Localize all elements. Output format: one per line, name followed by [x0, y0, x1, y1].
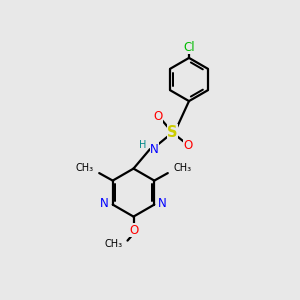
Text: O: O — [129, 224, 138, 237]
Text: Cl: Cl — [183, 40, 195, 54]
Text: CH₃: CH₃ — [105, 238, 123, 249]
Text: O: O — [184, 139, 193, 152]
Text: CH₃: CH₃ — [173, 163, 191, 173]
Text: N: N — [100, 196, 109, 210]
Text: N: N — [158, 196, 167, 210]
Text: O: O — [153, 110, 162, 123]
Text: S: S — [167, 125, 178, 140]
Text: CH₃: CH₃ — [76, 163, 94, 173]
Text: N: N — [150, 142, 159, 156]
Text: H: H — [139, 140, 146, 151]
